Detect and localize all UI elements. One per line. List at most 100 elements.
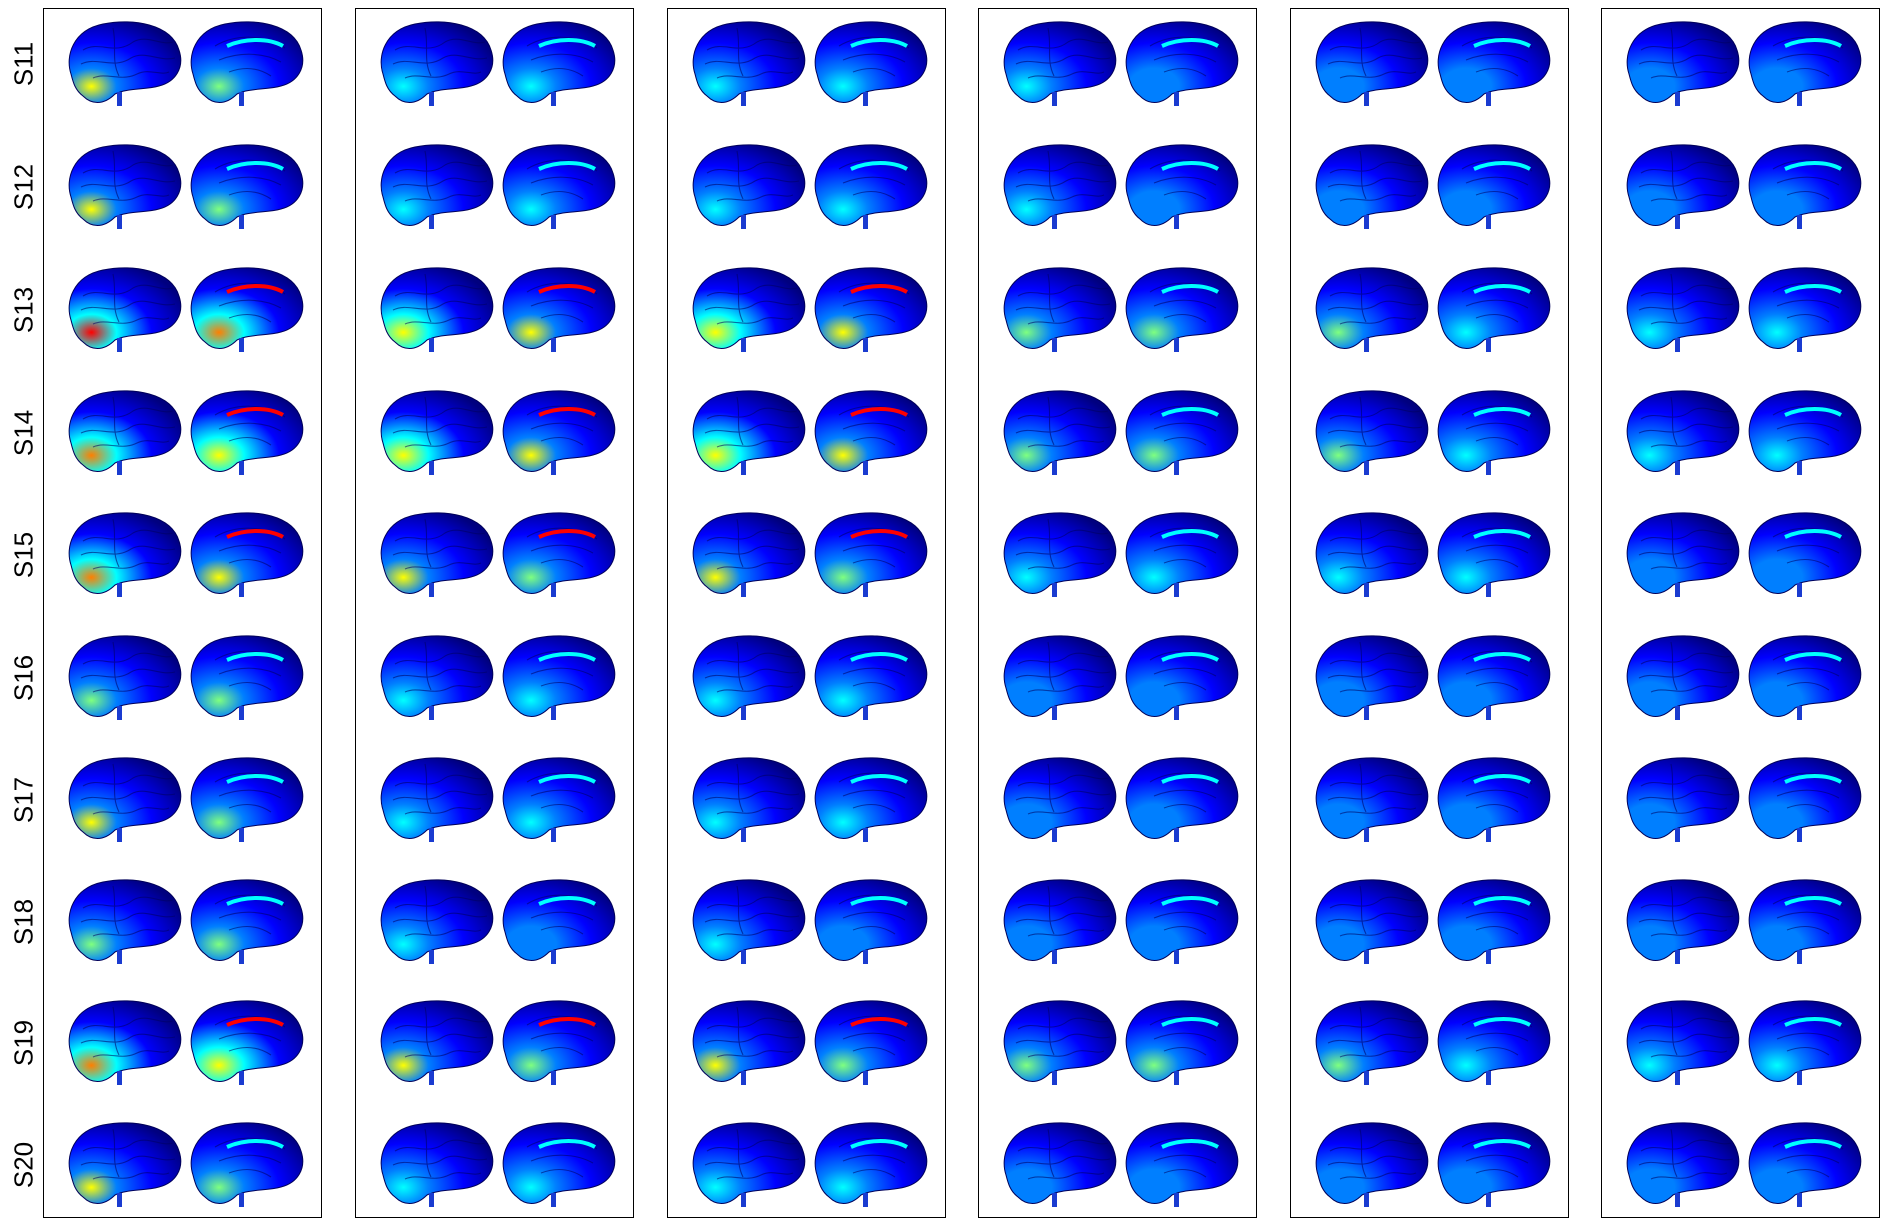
brain-cell	[63, 874, 313, 970]
brain-pair	[692, 879, 928, 964]
corpus-callosum	[1161, 1139, 1219, 1149]
brain-stem	[429, 92, 434, 106]
brain-stem	[1174, 1071, 1179, 1085]
brain-sulci	[1015, 763, 1111, 815]
brain-sulci	[1327, 273, 1423, 325]
brain-cell	[375, 262, 625, 358]
brain-stem	[1364, 706, 1369, 720]
brain-stem	[117, 706, 122, 720]
brain-stem	[1797, 1193, 1802, 1207]
brain-medial-view	[502, 1122, 616, 1204]
brain-cell	[63, 1117, 313, 1213]
brain-stem	[1675, 461, 1680, 475]
brain-stem	[1364, 92, 1369, 106]
brain-sulci	[80, 641, 176, 693]
brain-stem	[429, 338, 434, 352]
brain-medial-view	[814, 390, 928, 472]
brain-cell	[1310, 1117, 1560, 1213]
corpus-callosum	[1784, 774, 1842, 784]
brain-medial-view	[1748, 21, 1862, 103]
brain-stem	[1486, 828, 1491, 842]
brain-medial-view	[1125, 144, 1239, 226]
brain-stem	[1174, 828, 1179, 842]
brain-stem	[1797, 828, 1802, 842]
row-label-s11: S11	[8, 41, 39, 87]
brain-lateral-view	[1003, 1000, 1117, 1082]
row-label-s14: S14	[8, 409, 39, 457]
brain-pair	[692, 21, 928, 106]
brain-cell	[998, 262, 1248, 358]
corpus-callosum	[1473, 38, 1531, 48]
brain-stem	[551, 92, 556, 106]
brain-medial-view	[1748, 1122, 1862, 1204]
brain-cell	[687, 507, 937, 603]
brain-lateral-view	[692, 879, 806, 961]
brain-stem	[1174, 461, 1179, 475]
brain-stem	[1174, 950, 1179, 964]
brain-cell	[687, 995, 937, 1091]
brain-medial-view	[1748, 390, 1862, 472]
brain-pair	[380, 512, 616, 597]
brain-medial-view	[1125, 390, 1239, 472]
brain-lateral-view	[68, 635, 182, 717]
brain-stem	[1364, 1193, 1369, 1207]
brain-sulci	[1015, 885, 1111, 937]
brain-pair	[68, 144, 304, 229]
brain-cell	[687, 139, 937, 235]
brain-medial-view	[1437, 757, 1551, 839]
corpus-callosum	[538, 284, 596, 294]
brain-stem	[429, 215, 434, 229]
brain-sulci	[1638, 396, 1734, 448]
brain-pair	[1315, 1122, 1551, 1207]
brain-pair	[1003, 1000, 1239, 1085]
brain-pair	[1315, 879, 1551, 964]
brain-stem	[1174, 338, 1179, 352]
brain-cell	[1621, 16, 1871, 112]
brain-pair	[1003, 390, 1239, 475]
brain-medial-view	[1437, 390, 1551, 472]
brain-sulci	[392, 885, 488, 937]
brain-medial-view	[1437, 635, 1551, 717]
corpus-callosum	[1473, 652, 1531, 662]
brain-pair	[1626, 21, 1862, 106]
brain-pair	[1003, 144, 1239, 229]
brain-sulci	[1327, 27, 1423, 79]
corpus-callosum	[226, 161, 284, 171]
brain-lateral-view	[692, 21, 806, 103]
brain-medial-view	[1748, 512, 1862, 594]
brain-lateral-view	[68, 757, 182, 839]
corpus-callosum	[226, 1017, 284, 1027]
brain-lateral-view	[1315, 512, 1429, 594]
brain-stem	[1052, 950, 1057, 964]
brain-lateral-view	[1626, 144, 1740, 226]
brain-cell	[998, 16, 1248, 112]
corpus-callosum	[538, 407, 596, 417]
corpus-callosum	[1161, 896, 1219, 906]
brain-sulci	[80, 27, 176, 79]
brain-lateral-view	[1626, 635, 1740, 717]
brain-cell	[998, 995, 1248, 1091]
brain-cell	[63, 995, 313, 1091]
brain-stem	[117, 950, 122, 964]
brain-stem	[117, 92, 122, 106]
brain-pair	[1626, 757, 1862, 842]
brain-medial-view	[1748, 144, 1862, 226]
brain-lateral-view	[1003, 757, 1117, 839]
brain-sulci	[1015, 27, 1111, 79]
brain-pair	[380, 635, 616, 720]
brain-pair	[380, 1000, 616, 1085]
brain-medial-view	[1437, 1000, 1551, 1082]
brain-stem	[741, 706, 746, 720]
corpus-callosum	[850, 284, 908, 294]
brain-pair	[68, 757, 304, 842]
brain-lateral-view	[68, 144, 182, 226]
brain-stem	[239, 92, 244, 106]
corpus-callosum	[1784, 38, 1842, 48]
brain-stem	[1174, 706, 1179, 720]
brain-cell	[63, 752, 313, 848]
corpus-callosum	[1473, 1017, 1531, 1027]
brain-pair	[380, 1122, 616, 1207]
brain-stem	[239, 1193, 244, 1207]
brain-stem	[551, 461, 556, 475]
brain-cell	[687, 16, 937, 112]
